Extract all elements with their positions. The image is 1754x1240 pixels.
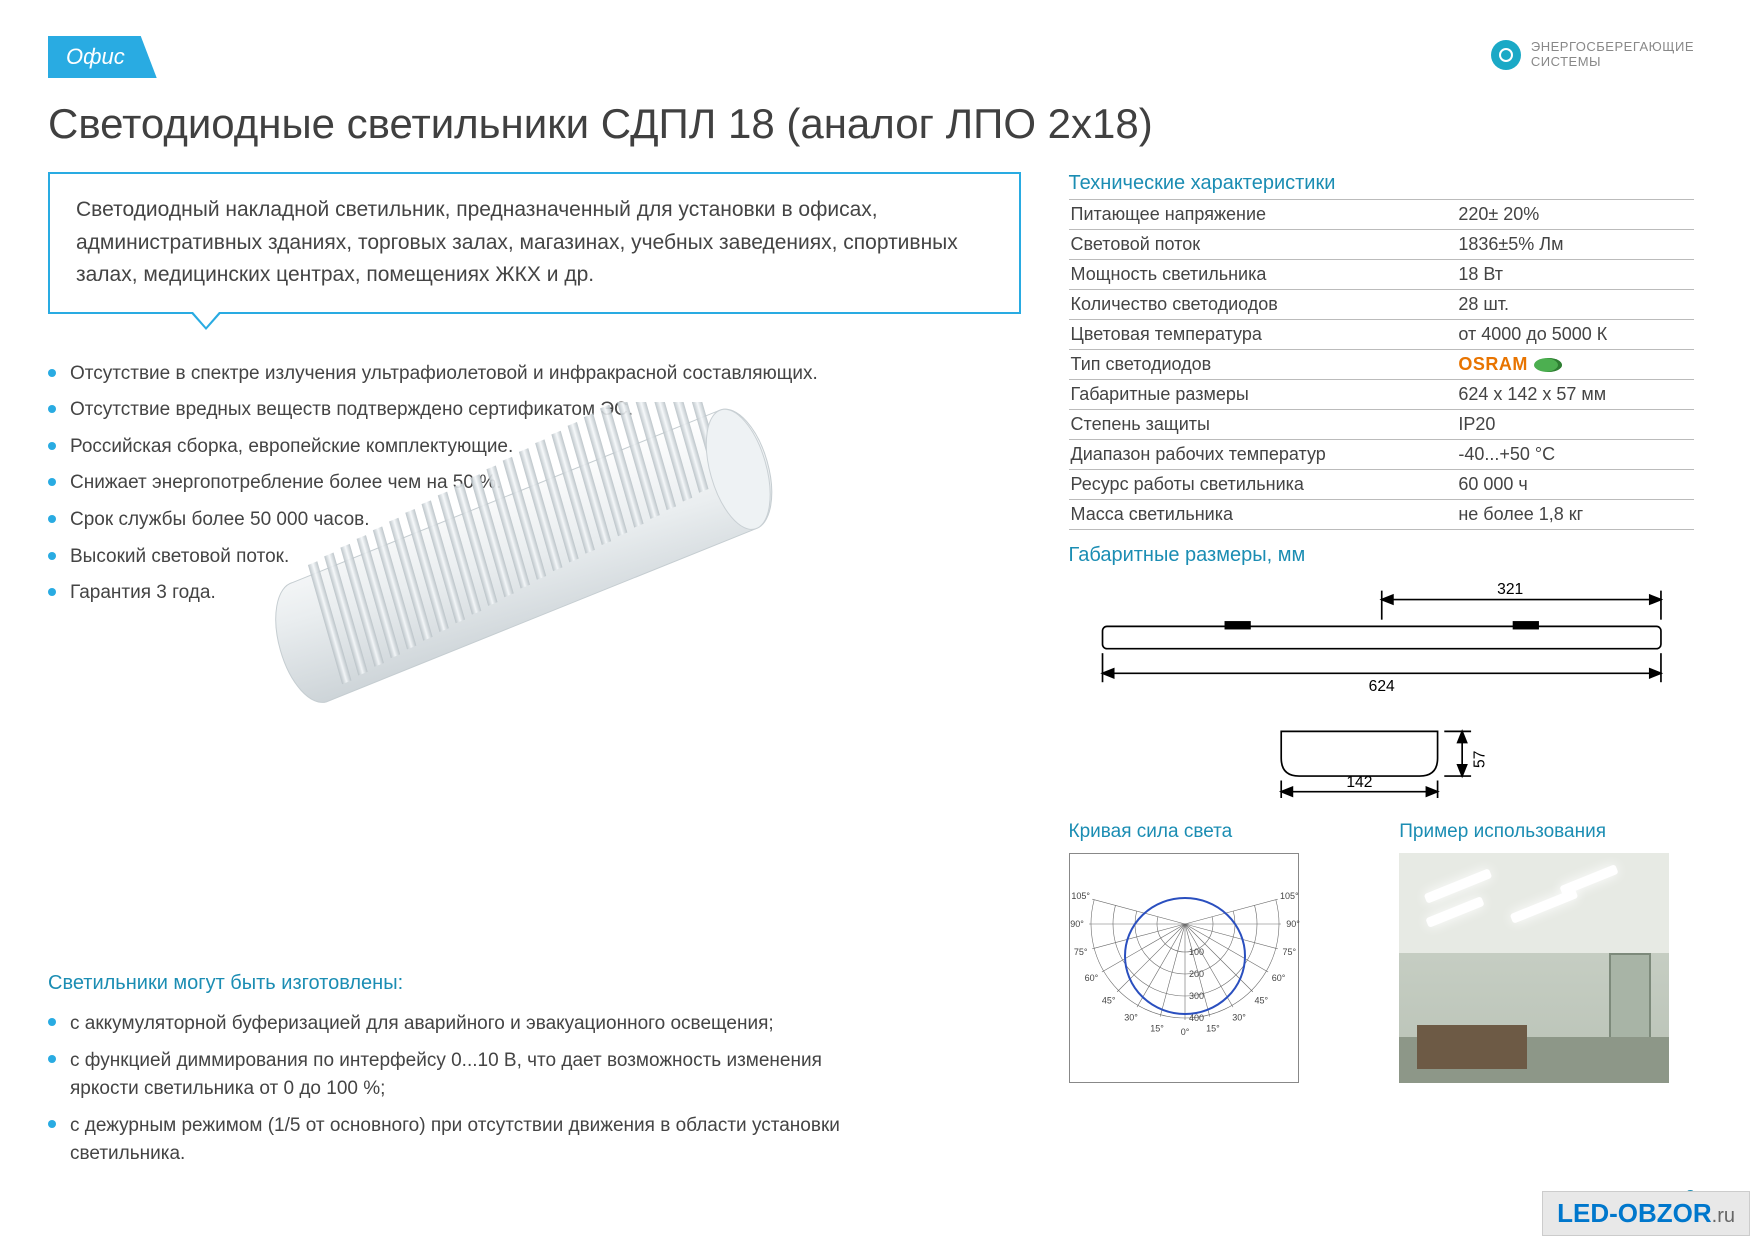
svg-text:45°: 45°: [1101, 996, 1115, 1006]
usage-heading: Пример использования: [1399, 821, 1694, 843]
spec-row: Цветовая температураот 4000 до 5000 К: [1069, 320, 1694, 350]
svg-text:15°: 15°: [1206, 1024, 1220, 1034]
page-title: Светодиодные светильники СДПЛ 18 (аналог…: [48, 100, 1153, 148]
svg-text:15°: 15°: [1150, 1024, 1164, 1034]
brand-logo: ЭНЕРГОСБЕРЕГАЮЩИЕ СИСТЕМЫ: [1491, 40, 1694, 70]
svg-text:105°: 105°: [1071, 891, 1090, 901]
svg-text:60°: 60°: [1271, 973, 1285, 983]
spec-row: Диапазон рабочих температур-40...+50 °С: [1069, 440, 1694, 470]
svg-text:75°: 75°: [1282, 947, 1296, 957]
svg-text:90°: 90°: [1070, 919, 1084, 929]
svg-text:90°: 90°: [1286, 919, 1300, 929]
svg-text:200: 200: [1189, 969, 1204, 979]
brand-text: ЭНЕРГОСБЕРЕГАЮЩИЕ СИСТЕМЫ: [1531, 40, 1694, 70]
options-heading: Светильники могут быть изготовлены:: [48, 972, 1021, 995]
svg-text:30°: 30°: [1124, 1013, 1138, 1023]
specs-table: Питающее напряжение220± 20%Световой пото…: [1069, 200, 1694, 530]
spec-row: Ресурс работы светильника60 000 ч: [1069, 470, 1694, 500]
usage-photo: [1399, 853, 1669, 1083]
option-item: с дежурным режимом (1/5 от основного) пр…: [48, 1107, 868, 1172]
option-item: с функцией диммирования по интерфейсу 0.…: [48, 1042, 868, 1107]
product-illustration: [198, 402, 838, 742]
spec-row: Степень защитыIP20: [1069, 410, 1694, 440]
options-list: с аккумуляторной буферизацией для аварий…: [48, 1005, 1021, 1173]
svg-text:75°: 75°: [1073, 947, 1087, 957]
svg-text:300: 300: [1189, 991, 1204, 1001]
svg-text:142: 142: [1346, 774, 1372, 791]
spec-row: Световой поток1836±5% Лм: [1069, 230, 1694, 260]
option-item: с аккумуляторной буферизацией для аварий…: [48, 1005, 868, 1043]
spec-row: Габаритные размеры624 х 142 х 57 мм: [1069, 380, 1694, 410]
svg-text:321: 321: [1497, 581, 1523, 598]
svg-text:0°: 0°: [1180, 1027, 1189, 1037]
svg-text:45°: 45°: [1254, 996, 1268, 1006]
dimensions-drawing: 321 624 57: [1069, 575, 1694, 798]
spec-row: Питающее напряжение220± 20%: [1069, 200, 1694, 230]
svg-text:30°: 30°: [1232, 1013, 1246, 1023]
intro-callout: Светодиодный накладной светильник, предн…: [48, 172, 1021, 314]
spec-row: Тип светодиодовOSRAM: [1069, 350, 1694, 380]
svg-text:60°: 60°: [1084, 973, 1098, 983]
spec-row: Масса светильникане более 1,8 кг: [1069, 500, 1694, 530]
spec-row: Мощность светильника18 Вт: [1069, 260, 1694, 290]
category-tab: Офис: [48, 36, 157, 78]
polar-heading: Кривая сила света: [1069, 821, 1364, 843]
svg-text:57: 57: [1471, 751, 1488, 768]
svg-text:624: 624: [1368, 678, 1394, 695]
polar-diagram: 100200300400105°90°75°60°45°30°15°0°15°3…: [1069, 853, 1299, 1083]
spec-row: Количество светодиодов28 шт.: [1069, 290, 1694, 320]
feature-item: Отсутствие в спектре излучения ультрафио…: [48, 356, 1021, 393]
specs-heading: Технические характеристики: [1069, 172, 1694, 200]
watermark: LED-OBZOR.ru: [1542, 1191, 1750, 1236]
brand-icon: [1491, 40, 1521, 70]
svg-text:105°: 105°: [1280, 891, 1299, 901]
dimensions-heading: Габаритные размеры, мм: [1069, 544, 1694, 567]
